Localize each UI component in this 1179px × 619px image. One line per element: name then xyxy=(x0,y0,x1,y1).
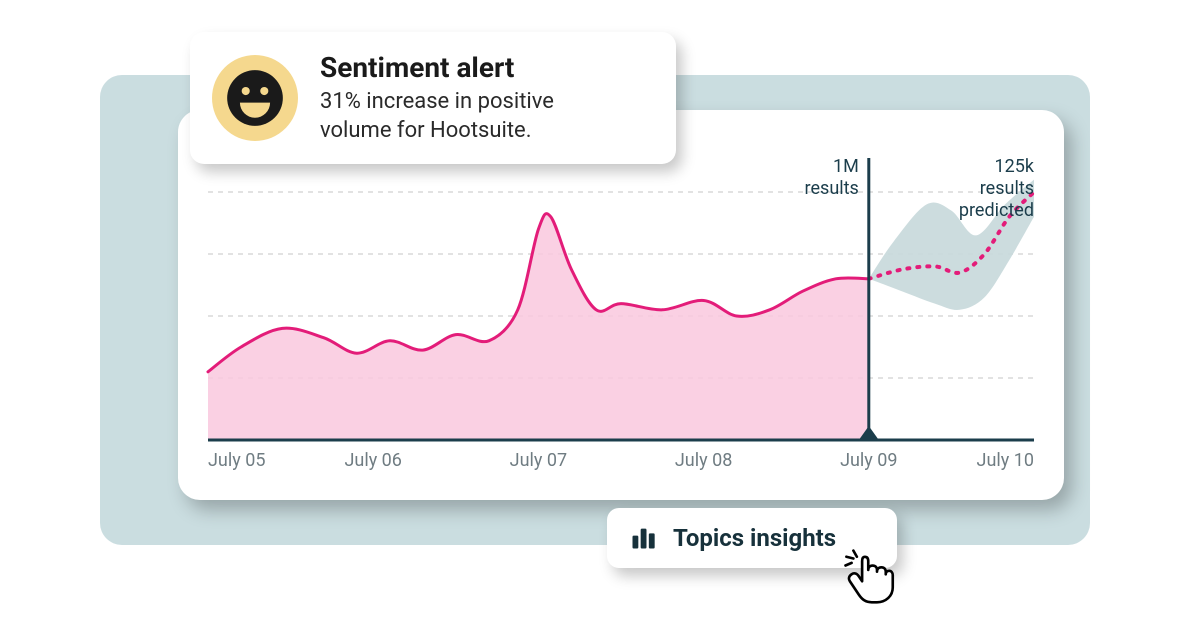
x-axis-label: July 09 xyxy=(840,450,897,471)
smile-icon xyxy=(212,55,298,141)
x-axis-label: July 10 xyxy=(977,450,1034,471)
topics-insights-label: Topics insights xyxy=(673,524,836,552)
forecast-results-label: predicted xyxy=(959,200,1034,221)
bar-chart-icon xyxy=(629,524,657,552)
x-axis-label: July 06 xyxy=(344,450,401,471)
pointer-cursor-icon xyxy=(842,548,898,604)
actual-results-label: 1M xyxy=(833,156,859,177)
actual-results-label: results xyxy=(805,178,859,199)
sentiment-alert-card[interactable]: Sentiment alert 31% increase in positive… xyxy=(190,32,676,164)
forecast-results-label: 125k xyxy=(995,156,1035,177)
forecast-results-label: results xyxy=(980,178,1034,199)
x-axis-label: July 08 xyxy=(675,450,732,471)
sentiment-area-chart: July 05 July 06 July 07 July 08 July 09 July … xyxy=(178,110,1064,500)
alert-text-block: Sentiment alert 31% increase in positive… xyxy=(320,51,630,144)
chart-card: July 05 July 06 July 07 July 08 July 09 July … xyxy=(178,110,1064,500)
alert-description: 31% increase in positive volume for Hoot… xyxy=(320,88,630,144)
x-axis-label: July 07 xyxy=(510,450,567,471)
x-axis-label: July 05 xyxy=(208,450,265,471)
stage: July 05 July 06 July 07 July 08 July 09 July … xyxy=(0,0,1179,619)
alert-title: Sentiment alert xyxy=(320,51,630,84)
